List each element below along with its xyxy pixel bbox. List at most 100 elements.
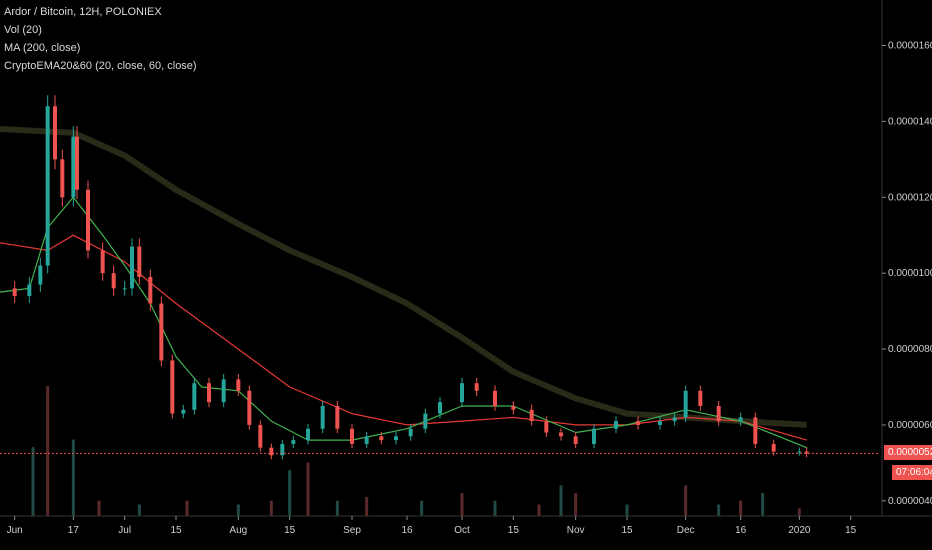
time-axis[interactable]: Jun 17 Jul 15 Aug 15 Sep 16 Oct 15 Nov 15 Dec 16 2020 1… <box>7 516 857 536</box>
candle-body <box>258 424 263 448</box>
candle-body <box>573 436 578 444</box>
y-tick-label: 0.00001200 <box>888 192 932 203</box>
legend-vol[interactable]: Vol (20) <box>4 24 42 36</box>
volume-bar <box>365 496 369 516</box>
volume-bar <box>559 485 563 516</box>
volume-bar <box>797 508 801 516</box>
candle-body <box>86 189 90 251</box>
candle-body <box>738 417 743 422</box>
volume-bar <box>185 500 189 516</box>
candle-body <box>291 440 296 444</box>
candle-body <box>269 447 274 456</box>
candle-body <box>394 436 398 441</box>
volume-bar <box>288 470 292 516</box>
y-tick-label: 0.00001400 <box>888 116 932 127</box>
candle-body <box>236 379 241 391</box>
y-tick-label: 0.00000400 <box>888 496 932 507</box>
candle-body <box>221 379 226 403</box>
candle-body <box>100 250 105 274</box>
candle-body <box>493 390 497 406</box>
volume-bar <box>306 462 310 516</box>
candle-body <box>137 246 142 277</box>
candle-body <box>438 402 442 414</box>
candle-body <box>559 432 563 437</box>
y-tick-label: 0.00000600 <box>888 420 932 431</box>
candle-body <box>364 436 369 444</box>
candle-body <box>544 421 549 433</box>
volume-bar <box>236 504 240 516</box>
candle-body <box>753 417 758 444</box>
candle-body <box>698 390 703 406</box>
candle-countdown-tag: 07:06:04 <box>892 465 932 481</box>
candle-body <box>683 390 688 418</box>
volume-bar <box>493 500 497 516</box>
candle-body <box>797 451 802 453</box>
legend-title: Ardor / Bitcoin, 12H, POLONIEX <box>4 6 162 18</box>
y-tick-label: 0.00001600 <box>888 41 932 52</box>
candle-body <box>170 360 175 414</box>
volume-bar <box>761 493 765 516</box>
current-price-tag: 0.00000525 <box>884 445 932 461</box>
candle-body <box>592 428 596 444</box>
x-tick-label: Jul <box>118 525 131 536</box>
x-tick-label: Aug <box>229 525 247 536</box>
x-tick-label: 15 <box>170 525 182 536</box>
candle-body <box>423 413 428 429</box>
candle-body <box>122 288 127 290</box>
candle-body <box>716 405 721 422</box>
volume-bar <box>46 386 50 516</box>
candle-body <box>247 390 252 425</box>
ema20-path <box>0 196 807 449</box>
candle-body <box>614 421 618 429</box>
x-tick-label: 17 <box>68 525 80 536</box>
candle-body <box>474 383 479 391</box>
price-axis[interactable]: 0.00001600 0.00001400 0.00001200 0.00001000… <box>882 41 932 507</box>
candle-body <box>408 428 413 437</box>
candle-body <box>71 136 76 198</box>
candle-body <box>192 383 197 410</box>
candle-body <box>27 284 32 296</box>
x-tick-label: 15 <box>508 525 520 536</box>
volume-bar <box>460 493 464 516</box>
volume-bar <box>137 504 141 516</box>
x-tick-label: 16 <box>401 525 413 536</box>
candle-body <box>280 443 285 456</box>
candle-body <box>159 303 164 361</box>
candle-body <box>53 106 57 160</box>
volume-bar <box>625 504 629 516</box>
chart-legend: Ardor / Bitcoin, 12H, POLONIEX Vol (20) … <box>4 3 197 75</box>
legend-ma[interactable]: MA (200, close) <box>4 42 81 54</box>
volume-bar <box>739 500 743 516</box>
candle-body <box>320 405 325 429</box>
candle-body <box>181 409 186 414</box>
candle-body <box>511 405 516 410</box>
candle-body <box>335 405 340 429</box>
x-tick-label: 15 <box>845 525 857 536</box>
candle-body <box>771 443 776 452</box>
legend-ema[interactable]: CryptoEMA20&60 (20, close, 60, close) <box>4 60 197 72</box>
candle-body <box>379 436 384 441</box>
volume-bars <box>31 386 801 516</box>
candle-body <box>111 273 116 289</box>
volume-bar <box>31 447 35 516</box>
x-tick-label: 2020 <box>788 525 811 536</box>
ma200-line <box>0 126 807 428</box>
volume-bar <box>335 500 339 516</box>
candle-body <box>130 246 134 289</box>
candle-body <box>75 136 79 190</box>
candles <box>12 95 809 460</box>
ema60-path <box>0 234 807 441</box>
candle-body <box>529 409 534 422</box>
x-tick-label: Oct <box>454 525 470 536</box>
ma200-path <box>0 126 807 428</box>
x-tick-label: 16 <box>735 525 747 536</box>
candle-body <box>636 421 640 425</box>
candle-body <box>306 428 310 441</box>
candle-body <box>207 383 211 403</box>
candle-body <box>672 417 677 422</box>
x-tick-label: Nov <box>567 525 585 536</box>
candle-body <box>45 106 50 266</box>
candle-body <box>60 159 65 198</box>
